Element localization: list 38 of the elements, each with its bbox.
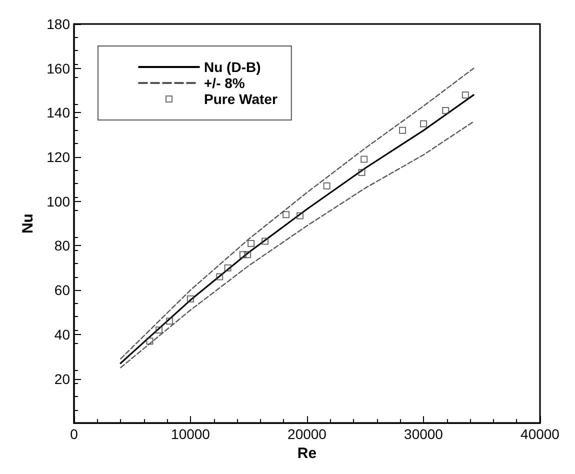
point xyxy=(244,251,252,258)
y-tick-label: 80 xyxy=(54,238,70,254)
point xyxy=(420,120,427,128)
x-tick-label: 30000 xyxy=(404,426,444,442)
y-tick-label: 140 xyxy=(46,104,70,121)
y-tick-label: 40 xyxy=(54,326,70,342)
y-tick-label: 100 xyxy=(46,193,70,210)
point xyxy=(296,212,304,220)
legend-label: +/- 8% xyxy=(204,75,246,91)
legend-label: Nu (D-B) xyxy=(204,59,261,75)
x-tick-label: 20000 xyxy=(288,426,327,442)
y-tick-label: 20 xyxy=(54,370,70,387)
x-tick-label: 10000 xyxy=(171,426,210,442)
point xyxy=(399,126,406,134)
point xyxy=(262,238,269,245)
y-tick-label: 60 xyxy=(54,282,70,298)
y-axis-title: Nu xyxy=(20,214,37,234)
point xyxy=(224,264,232,272)
point xyxy=(239,251,246,258)
x-axis-title: Re xyxy=(297,445,317,462)
point xyxy=(442,106,450,114)
point xyxy=(166,318,174,325)
point xyxy=(216,273,224,280)
point xyxy=(323,182,330,190)
point xyxy=(187,295,194,302)
point xyxy=(360,156,368,163)
point xyxy=(146,338,154,345)
point xyxy=(358,169,366,176)
y-tick-label: 120 xyxy=(46,149,70,166)
x-tick-label: 0 xyxy=(70,426,78,442)
legend-label: Pure Water xyxy=(204,91,278,107)
point xyxy=(462,91,469,98)
x-tick-label: 40000 xyxy=(520,426,560,442)
point xyxy=(156,326,163,334)
y-tick-label: 160 xyxy=(46,60,70,76)
y-tick-label: 180 xyxy=(46,16,70,32)
point xyxy=(282,211,290,218)
point xyxy=(248,240,255,248)
